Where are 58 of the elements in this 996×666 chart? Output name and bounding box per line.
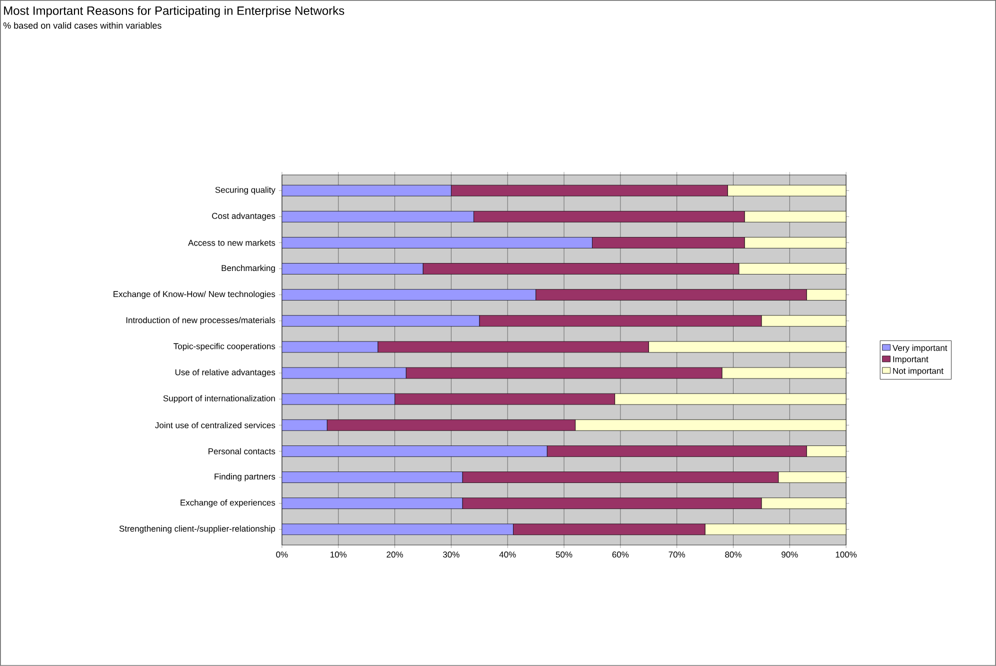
- text: Most Important Reasons for Participating in Enterprise Networks: [4, 6, 344, 18]
- legend-label: Important: [893, 356, 928, 364]
- y-tick-label: Topic-specific cooperations: [174, 343, 276, 351]
- bar: [806, 289, 846, 301]
- y-tick-label: Joint use of centralized services: [155, 422, 276, 428]
- y-tick-label: Access to new markets: [188, 240, 276, 246]
- legend-label: Very important: [892, 344, 948, 353]
- x-tick-label: 60%: [612, 552, 629, 558]
- legend-label: Not important: [893, 368, 944, 376]
- bar: [282, 211, 474, 222]
- bar: [282, 237, 592, 248]
- x-tick-label: 100%: [836, 552, 857, 558]
- bar: [761, 315, 846, 327]
- y-tick-label: Exchange of Know-How/ New technologies: [114, 290, 276, 299]
- bar: [282, 419, 328, 431]
- x-tick-label: 10%: [330, 552, 347, 558]
- bar: [282, 289, 536, 301]
- bar: [282, 472, 463, 483]
- y-tick-label: Benchmarking: [222, 264, 275, 273]
- bar: [704, 524, 846, 536]
- bar: [282, 524, 514, 536]
- bar: [282, 341, 378, 353]
- x-tick-label: 40%: [499, 552, 516, 558]
- bar: [282, 315, 480, 327]
- x-tick-label: 70%: [668, 552, 686, 558]
- bar: [282, 367, 406, 379]
- y-tick-label: Personal contacts: [208, 448, 276, 454]
- y-tick-label: Exchange of experiences: [180, 499, 276, 508]
- x-tick-label: 50%: [556, 552, 572, 558]
- bar: [282, 446, 548, 457]
- y-tick-label: Cost advantages: [212, 212, 276, 221]
- y-tick-label: Use of relative advantages: [175, 369, 276, 378]
- x-tick-label: 30%: [443, 552, 460, 558]
- bar: [282, 184, 452, 196]
- bar: [761, 498, 846, 510]
- y-tick-label: Introduction of new processes/materials: [126, 316, 276, 325]
- text: % based on valid cases within variables: [3, 22, 162, 29]
- y-tick-label: Securing quality: [215, 186, 276, 195]
- bar: [806, 446, 846, 457]
- y-tick-label: Support of internationalization: [163, 395, 275, 404]
- bar: [738, 263, 846, 274]
- x-tick-label: 90%: [782, 552, 798, 558]
- bar: [778, 472, 846, 483]
- bar: [575, 419, 846, 431]
- bar: [744, 237, 846, 248]
- bar: [722, 367, 846, 379]
- bar: [744, 211, 846, 222]
- x-tick-label: 20%: [386, 552, 403, 558]
- bar: [614, 393, 846, 405]
- bar: [282, 393, 395, 405]
- y-tick-label: Strengthening client-/supplier-relationship: [119, 525, 276, 534]
- bar: [282, 263, 424, 274]
- bar: [727, 184, 846, 196]
- bar: [648, 341, 846, 353]
- x-tick-label: 80%: [725, 552, 742, 558]
- y-tick-label: Finding partners: [214, 473, 276, 482]
- x-tick-label: 0%: [276, 552, 288, 558]
- bar: [282, 498, 463, 510]
